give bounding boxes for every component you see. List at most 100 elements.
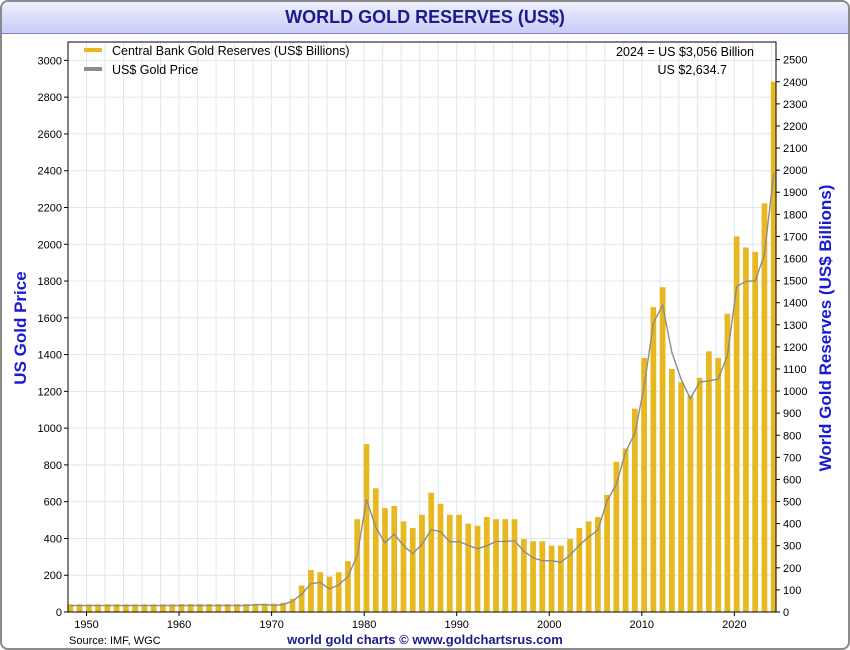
title-bar: WORLD GOLD RESERVES (US$) bbox=[2, 2, 848, 34]
reserve-bar bbox=[122, 604, 129, 612]
reserve-bar bbox=[530, 541, 536, 612]
tick-label-left: 2800 bbox=[38, 92, 62, 104]
tick-label-left: 0 bbox=[56, 607, 62, 619]
tick-label-left: 400 bbox=[44, 533, 62, 545]
reserve-bar bbox=[743, 247, 749, 612]
reserve-bar bbox=[354, 519, 361, 612]
tick-label-x: 2000 bbox=[537, 619, 561, 631]
tick-label-right: 900 bbox=[783, 408, 801, 420]
reserve-bar bbox=[770, 81, 777, 612]
tick-label-right: 1800 bbox=[783, 209, 807, 221]
reserve-bar bbox=[187, 604, 194, 612]
reserve-bar bbox=[104, 604, 111, 612]
reserve-bar bbox=[95, 604, 101, 612]
reserve-bar bbox=[474, 525, 481, 612]
reserve-bar bbox=[576, 528, 583, 612]
reserve-bar bbox=[113, 604, 120, 612]
reserve-bar bbox=[687, 395, 694, 612]
reserve-bar bbox=[67, 604, 74, 612]
tick-label-x: 1970 bbox=[259, 619, 283, 631]
tick-label-right: 600 bbox=[783, 474, 801, 486]
tick-label-right: 1300 bbox=[783, 320, 807, 332]
reserve-bar bbox=[761, 203, 768, 613]
reserve-bar bbox=[696, 377, 703, 612]
legend-label-reserves: Central Bank Gold Reserves (US$ Billions… bbox=[112, 44, 350, 58]
reserve-bar bbox=[557, 545, 564, 612]
tick-label-left: 1200 bbox=[38, 386, 62, 398]
tick-label-left: 2000 bbox=[38, 239, 62, 251]
gold-price-line bbox=[70, 173, 775, 607]
reserve-bar bbox=[567, 539, 573, 612]
tick-label-right: 1200 bbox=[783, 342, 807, 354]
tick-label-right: 1000 bbox=[783, 386, 807, 398]
reserve-bar bbox=[594, 517, 601, 612]
tick-label-right: 2100 bbox=[783, 143, 807, 155]
annotation-reserves-2024: 2024 = US $3,056 Billion bbox=[616, 45, 754, 59]
reserve-bar bbox=[382, 508, 388, 612]
reserve-bar bbox=[391, 505, 398, 612]
reserve-bar bbox=[437, 503, 444, 612]
reserve-bar bbox=[150, 604, 157, 612]
tick-label-left: 2200 bbox=[38, 202, 62, 214]
reserve-bar bbox=[326, 576, 333, 612]
tick-label-left: 1000 bbox=[38, 423, 62, 435]
reserve-bar bbox=[631, 408, 638, 612]
tick-label-left: 3000 bbox=[38, 55, 62, 67]
reserve-bar bbox=[85, 604, 92, 612]
tick-label-right: 300 bbox=[783, 541, 801, 553]
annotation-price-2024: US $2,634.7 bbox=[658, 63, 728, 77]
reserve-bar bbox=[678, 382, 685, 612]
reserve-bar bbox=[243, 604, 250, 612]
reserve-bar bbox=[465, 523, 472, 612]
reserve-bar bbox=[604, 494, 610, 612]
reserve-bar bbox=[706, 351, 712, 612]
reserve-bar bbox=[548, 545, 555, 612]
reserve-bar bbox=[335, 572, 342, 612]
reserve-bar bbox=[206, 604, 213, 612]
tick-label-x: 2010 bbox=[630, 619, 654, 631]
reserve-bar bbox=[372, 488, 379, 612]
tick-label-right: 200 bbox=[783, 563, 801, 575]
reserve-bar bbox=[641, 357, 647, 612]
reserve-bar bbox=[539, 541, 546, 612]
tick-label-right: 400 bbox=[783, 519, 801, 531]
reserve-bar bbox=[493, 519, 499, 612]
tick-label-left: 1600 bbox=[38, 313, 62, 325]
tick-label-right: 1500 bbox=[783, 276, 807, 288]
plot-border bbox=[67, 41, 777, 613]
reserve-bar bbox=[409, 528, 416, 612]
reserve-bar bbox=[752, 251, 759, 612]
reserve-bar bbox=[178, 604, 185, 612]
reserve-bar bbox=[715, 357, 722, 612]
reserve-bar bbox=[622, 448, 629, 612]
reserve-bar bbox=[271, 603, 277, 612]
source-note: Source: IMF, WGC bbox=[69, 635, 161, 647]
footer-credit: world gold charts © www.goldchartsrus.co… bbox=[287, 632, 563, 647]
reserve-bar bbox=[502, 519, 509, 612]
reserve-bar bbox=[650, 307, 657, 612]
tick-label-left: 200 bbox=[44, 570, 62, 582]
reserve-bar bbox=[669, 368, 675, 612]
reserve-bar bbox=[252, 603, 259, 612]
tick-label-left: 800 bbox=[44, 460, 62, 472]
tick-label-right: 1100 bbox=[783, 364, 807, 376]
tick-label-left: 2400 bbox=[38, 166, 62, 178]
reserve-bar bbox=[400, 521, 407, 612]
reserve-bar bbox=[520, 539, 527, 612]
reserve-bar bbox=[613, 461, 620, 612]
tick-label-right: 700 bbox=[783, 452, 801, 464]
tick-label-right: 100 bbox=[783, 585, 801, 597]
tick-label-left: 1800 bbox=[38, 276, 62, 288]
tick-label-right: 1700 bbox=[783, 231, 807, 243]
reserve-bar bbox=[169, 604, 175, 612]
reserve-bar bbox=[363, 444, 370, 612]
reserve-bar bbox=[511, 519, 518, 612]
reserve-bar bbox=[585, 521, 592, 612]
tick-label-right: 2500 bbox=[783, 55, 807, 67]
tick-label-x: 2020 bbox=[722, 619, 746, 631]
axis-ticks: 0200400600800100012001400160018002000220… bbox=[38, 55, 808, 631]
y-axis-right-title: World Gold Reserves (US$ Billions) bbox=[816, 185, 835, 472]
y-axis-left-title: US Gold Price bbox=[11, 271, 30, 384]
chart-title: WORLD GOLD RESERVES (US$) bbox=[285, 7, 565, 27]
reserve-bar bbox=[234, 604, 240, 612]
